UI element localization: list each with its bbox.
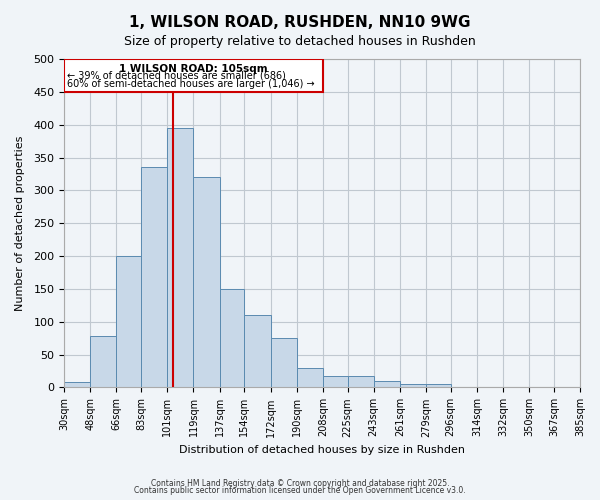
Bar: [296, 368, 323, 388]
Bar: [167, 128, 193, 388]
Bar: [116, 256, 141, 388]
FancyBboxPatch shape: [64, 59, 323, 92]
Text: 60% of semi-detached houses are larger (1,046) →: 60% of semi-detached houses are larger (…: [67, 78, 315, 88]
Bar: [91, 336, 116, 388]
Text: Size of property relative to detached houses in Rushden: Size of property relative to detached ho…: [124, 35, 476, 48]
Bar: [271, 338, 296, 388]
Text: 1, WILSON ROAD, RUSHDEN, NN10 9WG: 1, WILSON ROAD, RUSHDEN, NN10 9WG: [129, 15, 471, 30]
Text: 1 WILSON ROAD: 105sqm: 1 WILSON ROAD: 105sqm: [119, 64, 268, 74]
Y-axis label: Number of detached properties: Number of detached properties: [15, 136, 25, 311]
Bar: [323, 376, 347, 388]
Bar: [374, 381, 400, 388]
Text: Contains HM Land Registry data © Crown copyright and database right 2025.: Contains HM Land Registry data © Crown c…: [151, 478, 449, 488]
Text: ← 39% of detached houses are smaller (686): ← 39% of detached houses are smaller (68…: [67, 71, 286, 81]
Bar: [347, 376, 374, 388]
Bar: [244, 315, 271, 388]
Bar: [426, 384, 451, 388]
Bar: [64, 382, 91, 388]
Bar: [141, 168, 167, 388]
Bar: [400, 384, 426, 388]
Text: Contains public sector information licensed under the Open Government Licence v3: Contains public sector information licen…: [134, 486, 466, 495]
Bar: [220, 289, 244, 388]
X-axis label: Distribution of detached houses by size in Rushden: Distribution of detached houses by size …: [179, 445, 465, 455]
Bar: [193, 177, 220, 388]
